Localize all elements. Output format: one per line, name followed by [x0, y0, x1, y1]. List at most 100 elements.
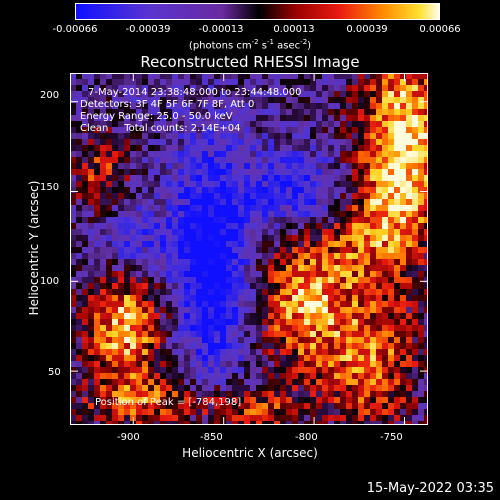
heatmap-cell [208, 379, 214, 385]
heatmap-cell [142, 169, 148, 175]
heatmap-cell [208, 247, 214, 253]
heatmap-cell [250, 349, 256, 355]
heatmap-cell [400, 373, 406, 379]
heatmap-cell [274, 145, 280, 151]
heatmap-cell [286, 415, 292, 421]
heatmap-cell [70, 127, 76, 133]
heatmap-cell [298, 151, 304, 157]
heatmap-cell [112, 73, 118, 79]
heatmap-cell [220, 385, 226, 391]
heatmap-cell [382, 97, 388, 103]
heatmap-cell [154, 181, 160, 187]
heatmap-cell [418, 169, 424, 175]
heatmap-cell [346, 115, 352, 121]
heatmap-cell [142, 85, 148, 91]
heatmap-cell [94, 241, 100, 247]
heatmap-cell [184, 265, 190, 271]
heatmap-cell [292, 367, 298, 373]
heatmap-cell [256, 325, 262, 331]
heatmap-cell [238, 421, 244, 425]
heatmap-cell [142, 211, 148, 217]
heatmap-cell [148, 403, 154, 409]
heatmap-cell [328, 163, 334, 169]
heatmap-cell [388, 307, 394, 313]
heatmap-cell [76, 133, 82, 139]
heatmap-cell [190, 97, 196, 103]
heatmap-cell [400, 205, 406, 211]
heatmap-cell [322, 385, 328, 391]
heatmap-cell [160, 139, 166, 145]
heatmap-cell [226, 139, 232, 145]
heatmap-cell [226, 187, 232, 193]
heatmap-cell [364, 163, 370, 169]
heatmap-cell [100, 307, 106, 313]
heatmap-cell [280, 313, 286, 319]
heatmap-cell [394, 247, 400, 253]
heatmap-cell [142, 73, 148, 79]
heatmap-cell [340, 193, 346, 199]
heatmap-cell [328, 403, 334, 409]
heatmap-cell [256, 343, 262, 349]
heatmap-cell [346, 121, 352, 127]
heatmap-cell [358, 415, 364, 421]
heatmap-cell [112, 343, 118, 349]
heatmap-cell [112, 103, 118, 109]
heatmap-cell [244, 91, 250, 97]
heatmap-cell [172, 199, 178, 205]
heatmap-cell [148, 91, 154, 97]
heatmap-cell [232, 109, 238, 115]
heatmap-cell [94, 163, 100, 169]
heatmap-cell [394, 331, 400, 337]
heatmap-cell [298, 205, 304, 211]
heatmap-cell [94, 205, 100, 211]
heatmap-cell [196, 385, 202, 391]
heatmap-cell [382, 223, 388, 229]
heatmap-cell [340, 199, 346, 205]
heatmap-cell [256, 139, 262, 145]
heatmap-cell [112, 391, 118, 397]
heatmap-cell [298, 247, 304, 253]
heatmap-cell [130, 163, 136, 169]
heatmap-cell [250, 151, 256, 157]
heatmap-cell [256, 211, 262, 217]
heatmap-cell [214, 205, 220, 211]
heatmap-cell [328, 325, 334, 331]
heatmap-cell [94, 265, 100, 271]
heatmap-cell [256, 85, 262, 91]
heatmap-cell [208, 115, 214, 121]
heatmap-cell [94, 97, 100, 103]
heatmap-cell [346, 295, 352, 301]
heatmap-cell [310, 247, 316, 253]
heatmap-cell [256, 109, 262, 115]
heatmap-cell [382, 193, 388, 199]
heatmap-cell [340, 175, 346, 181]
heatmap-cell [250, 115, 256, 121]
heatmap-cell [76, 355, 82, 361]
heatmap-cell [424, 115, 428, 121]
heatmap-cell [238, 385, 244, 391]
heatmap-cell [238, 193, 244, 199]
heatmap-cell [142, 103, 148, 109]
heatmap-cell [310, 127, 316, 133]
heatmap-cell [274, 271, 280, 277]
heatmap-cell [340, 397, 346, 403]
heatmap-cell [244, 253, 250, 259]
heatmap-cell [136, 397, 142, 403]
heatmap-cell [316, 385, 322, 391]
heatmap-cell [286, 241, 292, 247]
heatmap-cell [94, 325, 100, 331]
heatmap-cell [160, 241, 166, 247]
heatmap-cell [166, 253, 172, 259]
heatmap-cell [178, 391, 184, 397]
heatmap-cell [76, 217, 82, 223]
heatmap-cell [148, 211, 154, 217]
heatmap-cell [352, 301, 358, 307]
heatmap-cell [382, 199, 388, 205]
heatmap-cell [382, 373, 388, 379]
heatmap-cell [196, 319, 202, 325]
heatmap-cell [274, 283, 280, 289]
heatmap-cell [142, 265, 148, 271]
heatmap-cell [244, 187, 250, 193]
heatmap-cell [244, 415, 250, 421]
heatmap-cell [232, 331, 238, 337]
